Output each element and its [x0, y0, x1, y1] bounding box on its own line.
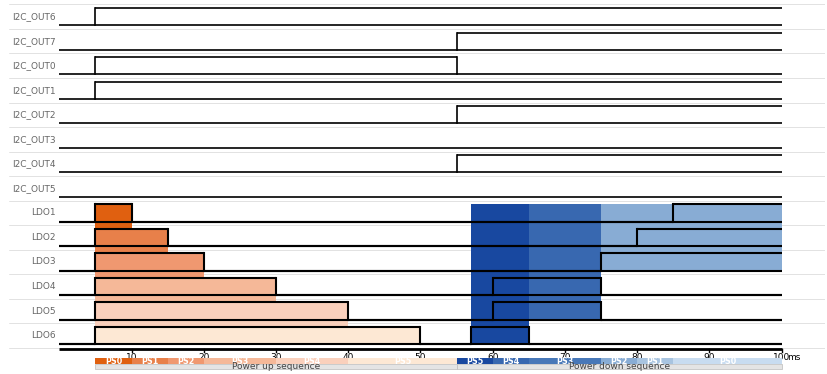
Bar — [95, 278, 276, 344]
Text: I2C_OUT5: I2C_OUT5 — [12, 184, 55, 193]
Bar — [638, 204, 782, 246]
Text: LDO4: LDO4 — [31, 282, 55, 291]
Text: PS4: PS4 — [304, 356, 321, 366]
Text: 60: 60 — [487, 353, 499, 362]
Bar — [168, 358, 203, 364]
Bar — [95, 327, 420, 344]
Text: I2C_OUT6: I2C_OUT6 — [12, 12, 55, 21]
Bar — [638, 358, 673, 364]
Text: PS1: PS1 — [647, 356, 664, 366]
Bar — [95, 364, 457, 369]
Bar — [673, 204, 782, 221]
Text: LDO5: LDO5 — [31, 307, 55, 316]
Bar — [95, 254, 203, 344]
Text: LDO3: LDO3 — [31, 257, 55, 267]
Bar — [493, 204, 601, 295]
Text: 70: 70 — [559, 353, 571, 362]
Text: 100: 100 — [773, 353, 791, 362]
Bar — [203, 358, 276, 364]
Text: I2C_OUT1: I2C_OUT1 — [12, 86, 55, 95]
Bar — [673, 358, 782, 364]
Text: PS3: PS3 — [232, 356, 248, 366]
Bar — [528, 358, 601, 364]
Text: I2C_OUT0: I2C_OUT0 — [12, 61, 55, 70]
Text: ms: ms — [787, 353, 801, 362]
Text: I2C_OUT2: I2C_OUT2 — [12, 110, 55, 119]
Text: PS1: PS1 — [141, 356, 158, 366]
Bar — [471, 204, 528, 344]
Text: 40: 40 — [342, 353, 354, 362]
Text: PS4: PS4 — [502, 356, 519, 366]
Text: LDO6: LDO6 — [31, 331, 55, 340]
Text: PS5: PS5 — [466, 356, 483, 366]
Text: PS2: PS2 — [177, 356, 194, 366]
Text: 50: 50 — [415, 353, 426, 362]
Bar — [95, 229, 168, 344]
Text: PS0: PS0 — [719, 356, 736, 366]
Text: I2C_OUT4: I2C_OUT4 — [12, 159, 55, 168]
Text: LDO2: LDO2 — [31, 233, 55, 242]
Text: I2C_OUT3: I2C_OUT3 — [12, 135, 55, 144]
Text: PS2: PS2 — [610, 356, 628, 366]
Text: 80: 80 — [632, 353, 643, 362]
Bar — [348, 358, 457, 364]
Bar — [601, 358, 638, 364]
Text: PS5: PS5 — [394, 356, 411, 366]
Bar — [95, 303, 348, 344]
Text: Power up sequence: Power up sequence — [232, 362, 320, 371]
Bar — [457, 364, 782, 369]
Text: LDO1: LDO1 — [31, 208, 55, 217]
Text: I2C_OUT7: I2C_OUT7 — [12, 37, 55, 46]
Bar — [95, 204, 131, 344]
Bar — [493, 204, 601, 320]
Bar — [95, 358, 131, 364]
Text: 30: 30 — [270, 353, 282, 362]
Text: Power down sequence: Power down sequence — [569, 362, 670, 371]
Bar — [131, 358, 168, 364]
Bar — [493, 358, 528, 364]
Bar — [601, 204, 782, 270]
Text: 20: 20 — [198, 353, 209, 362]
Text: PS0: PS0 — [105, 356, 122, 366]
Bar — [457, 358, 493, 364]
Text: 90: 90 — [704, 353, 715, 362]
Text: PS3: PS3 — [557, 356, 574, 366]
Text: 10: 10 — [126, 353, 137, 362]
Bar — [276, 358, 348, 364]
